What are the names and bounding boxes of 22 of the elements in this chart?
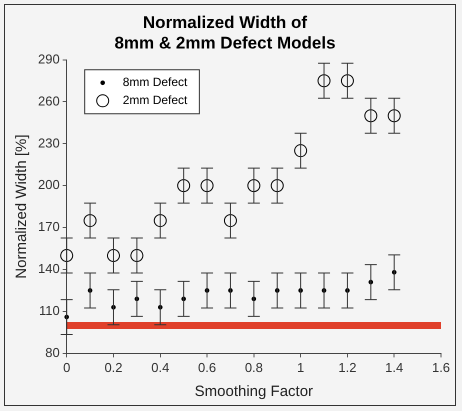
y-tick-label: 140 <box>38 261 60 276</box>
chart-title: Normalized Width of 8mm & 2mm Defect Models <box>114 12 336 52</box>
x-tick-label: 0.4 <box>151 360 170 375</box>
y-tick-label: 170 <box>38 219 60 234</box>
x-tick-label: 0 <box>63 360 70 375</box>
x-tick-label: 0.6 <box>198 360 216 375</box>
x-tick-label: 0.8 <box>244 360 263 375</box>
y-tick-label: 260 <box>38 93 60 108</box>
y-tick-label: 80 <box>45 344 60 360</box>
x-axis-title: Smoothing Factor <box>194 383 314 400</box>
y-axis-title: Normalized Width [%] <box>13 134 30 279</box>
x-tick-label: 1.4 <box>385 360 404 375</box>
legend-label: 2mm Defect <box>122 93 188 108</box>
y-tick-label: 230 <box>38 135 60 150</box>
y-tick-label: 290 <box>38 51 60 66</box>
y-tick-label: 200 <box>38 177 60 192</box>
x-tick-label: 1.2 <box>338 360 356 375</box>
x-tick-label: 1.6 <box>432 360 450 375</box>
x-tick-label: 1 <box>297 360 304 375</box>
y-tick-label: 110 <box>38 303 60 318</box>
legend-label: 8mm Defect <box>122 75 188 90</box>
x-tick-label: 0.2 <box>104 360 123 375</box>
